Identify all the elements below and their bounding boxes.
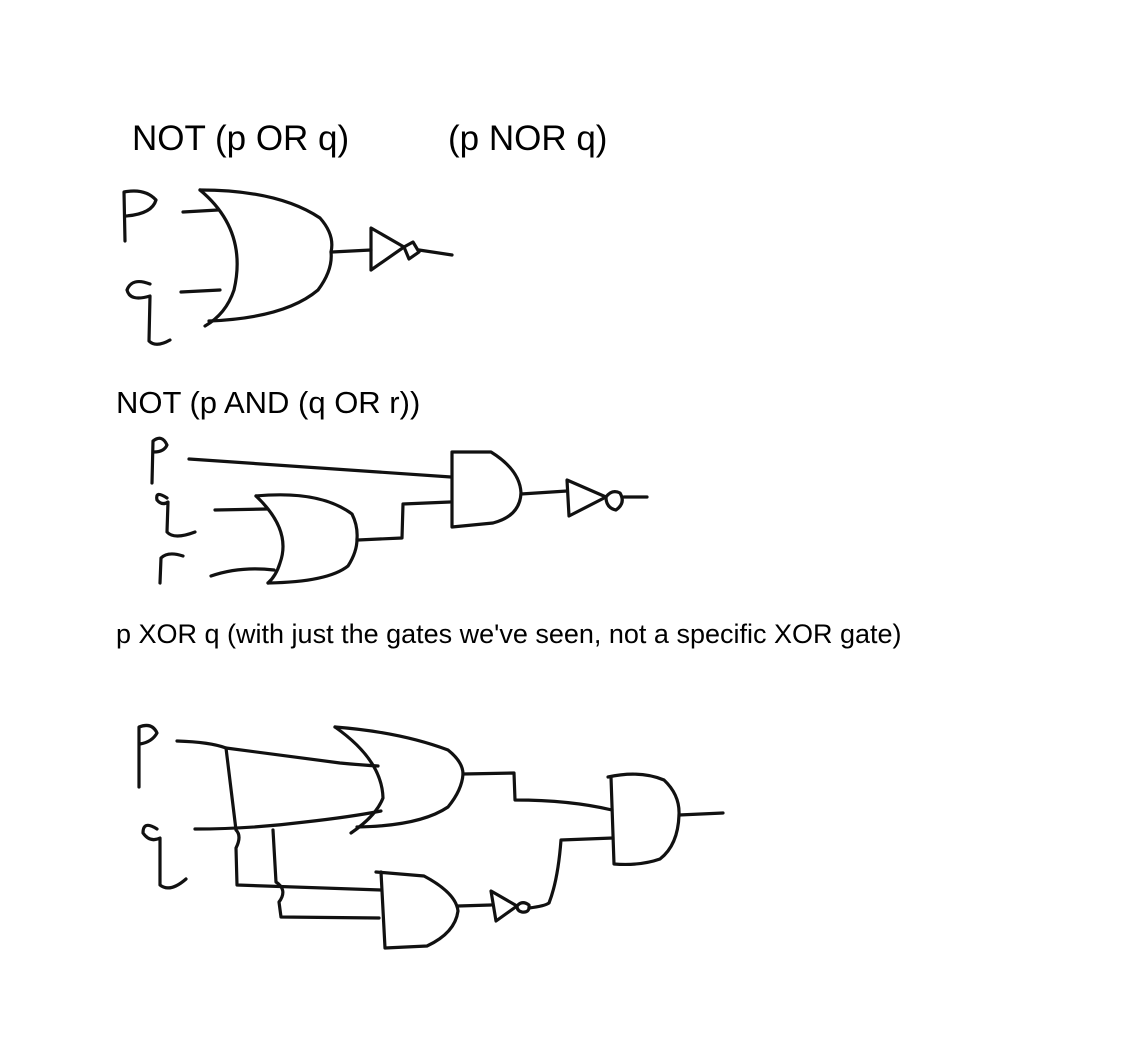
- and-to-not-wire: [519, 489, 569, 496]
- or-to-and-wire: [461, 771, 614, 812]
- input-wire-q: [193, 809, 383, 831]
- output-wire: [417, 248, 454, 257]
- xor-expression-heading: p XOR q (with just the gates we've seen,…: [116, 619, 902, 649]
- nand-or-circuit: [150, 436, 649, 585]
- variable-p-letter: [150, 436, 169, 485]
- or-to-and-wire: [356, 500, 452, 542]
- not-gate-bubble: [515, 901, 531, 914]
- nor-equivalent-heading: (p NOR q): [448, 119, 608, 158]
- or-gate-back: [333, 725, 385, 835]
- and-gate-final: [606, 772, 681, 867]
- nor-circuit: [122, 188, 454, 346]
- or-gate-back: [198, 188, 239, 328]
- input-wire-q: [213, 507, 269, 512]
- input-wire-p: [175, 739, 380, 768]
- not-gate-bubble: [402, 240, 421, 261]
- branch-wire-p: [224, 746, 383, 892]
- or-gate-bottom: [207, 250, 333, 323]
- not-gate-bubble: [604, 490, 624, 512]
- or-to-not-wire: [330, 248, 373, 254]
- or-gate-bottom: [355, 772, 465, 829]
- or-gate-top: [333, 725, 465, 776]
- or-gate-top: [254, 493, 359, 541]
- variable-p-letter: [137, 723, 159, 789]
- not-gate-triangle: [369, 226, 406, 272]
- variable-q-letter: [155, 492, 197, 538]
- not-gate-triangle: [489, 889, 519, 923]
- variable-p-letter: [122, 189, 158, 243]
- output-wire: [677, 811, 725, 817]
- input-wire-r: [209, 567, 276, 578]
- variable-q-letter: [125, 279, 172, 346]
- input-wire-p: [181, 208, 220, 214]
- variable-r-letter: [158, 552, 185, 585]
- or-gate-top: [198, 188, 334, 254]
- input-wire-q: [179, 288, 222, 294]
- branch-wire-q: [271, 828, 381, 920]
- nand-or-expression-heading: NOT (p AND (q OR r)): [116, 385, 421, 420]
- and-gate: [450, 450, 523, 529]
- and-to-not-wire: [456, 903, 493, 908]
- nor-expression-heading: NOT (p OR q): [132, 119, 350, 158]
- input-wire-p: [187, 457, 453, 479]
- variable-q-letter: [141, 823, 188, 890]
- not-to-and-wire: [527, 836, 615, 910]
- or-gate-back: [254, 494, 285, 585]
- or-gate-bottom: [266, 537, 359, 585]
- xor-circuit: [137, 723, 725, 950]
- and-gate-inner: [374, 870, 460, 950]
- not-gate-triangle: [565, 478, 608, 518]
